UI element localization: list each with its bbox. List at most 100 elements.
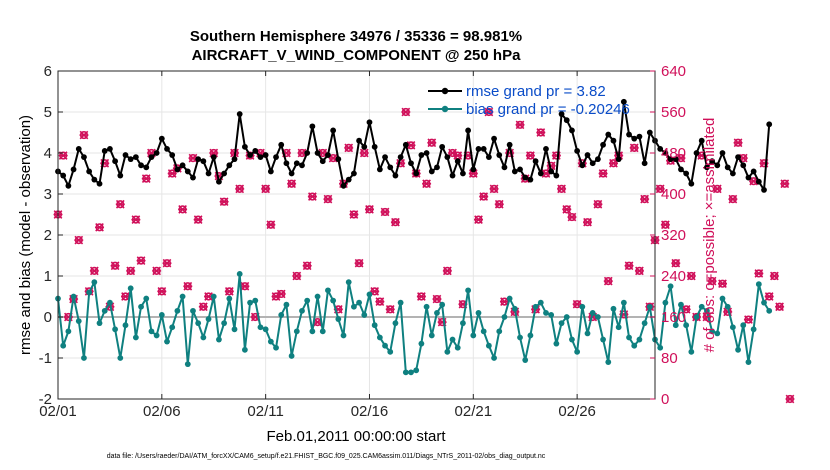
bias-point [620, 299, 627, 306]
legend-rmse-label: rmse grand pr = 3.82 [466, 83, 606, 100]
rmse-point [485, 154, 492, 161]
bias-point [511, 305, 518, 312]
obs-assimilated-marker [209, 148, 219, 158]
rmse-point [683, 170, 690, 177]
bias-point [122, 322, 129, 329]
bias-point [101, 307, 108, 314]
y-tick-label-right: 560 [661, 104, 686, 121]
bias-point [86, 289, 93, 296]
x-tick-label: 02/16 [351, 403, 389, 420]
bias-point [605, 359, 612, 365]
rmse-point [454, 158, 461, 165]
obs-assimilated-marker [473, 215, 483, 224]
obs-assimilated-marker [754, 269, 764, 278]
obs-assimilated-marker [380, 207, 390, 217]
bias-point [351, 303, 357, 310]
bias-point [179, 293, 186, 300]
rmse-point [704, 164, 710, 171]
bias-point [371, 322, 378, 329]
y-tick-label-right: 400 [661, 186, 686, 203]
obs-assimilated-marker [157, 287, 167, 296]
rmse-point [262, 152, 269, 158]
bias-point [65, 328, 72, 335]
rmse-point [148, 154, 155, 161]
rmse-point [553, 172, 560, 179]
y-tick-label-left: 0 [44, 309, 52, 326]
bias-point [366, 291, 373, 298]
y-axis-label-left: rmse and bias (model - observation) [17, 115, 34, 355]
x-tick-label: 02/11 [247, 403, 283, 420]
bias-point [112, 326, 119, 333]
rmse-point [449, 172, 456, 179]
obs-assimilated-marker [728, 194, 738, 204]
obs-assimilated-marker [686, 271, 696, 281]
bias-point [278, 312, 285, 318]
bias-point [683, 322, 690, 329]
rmse-point [496, 152, 503, 158]
bias-point [434, 310, 440, 316]
rmse-point [584, 152, 591, 158]
rmse-point [107, 146, 113, 152]
bias-point [719, 295, 726, 302]
bias-point [750, 326, 757, 333]
rmse-point [278, 141, 285, 148]
rmse-point [81, 154, 87, 161]
x-tick-label: 02/06 [143, 403, 181, 420]
bias-point [693, 314, 700, 320]
bias-point [132, 334, 139, 341]
obs-assimilated-marker [442, 266, 452, 276]
bias-point [418, 340, 425, 347]
bias-point [200, 334, 207, 341]
obs-assimilated-marker [375, 297, 385, 306]
obs-assimilated-marker [634, 266, 644, 276]
rmse-point [548, 168, 555, 175]
rmse-point [247, 152, 253, 158]
bias-point [646, 303, 653, 310]
rmse-point [605, 131, 612, 138]
bias-point [236, 271, 243, 277]
bias-point [517, 334, 523, 341]
obs-assimilated-marker [401, 107, 411, 117]
rmse-point [387, 164, 394, 171]
legend-bias-label: bias grand pr = -0.20246 [466, 101, 630, 118]
obs-assimilated-marker [162, 258, 172, 268]
rmse-point [434, 164, 440, 171]
bias-point [75, 318, 82, 324]
bias-point [169, 324, 176, 331]
y-tick-label-right: 80 [661, 350, 678, 367]
data-file-footnote: data file: /Users/raeder/DAI/ATM_forcXX/… [107, 453, 546, 460]
bias-point [678, 301, 684, 308]
bias-point [184, 361, 191, 368]
obs-assimilated-marker [733, 138, 743, 148]
rmse-point [465, 127, 472, 134]
obs-assimilated-marker [364, 205, 374, 214]
bias-point [299, 307, 305, 314]
obs-assimilated-marker [583, 217, 593, 227]
bias-point [527, 332, 534, 339]
bias-point [288, 353, 295, 359]
bias-point [657, 344, 664, 351]
rmse-point [231, 156, 238, 163]
bias-point [216, 336, 222, 343]
bias-point [117, 355, 124, 361]
rmse-point [397, 154, 404, 161]
chart-title: Southern Hemisphere 34976 / 35336 = 98.9… [190, 28, 522, 45]
bias-point [428, 332, 435, 339]
obs-assimilated-marker [115, 199, 125, 209]
obs-assimilated-marker [712, 184, 722, 194]
legend-bias-marker [441, 105, 449, 113]
rmse-point [428, 168, 435, 175]
rmse-point [143, 164, 150, 171]
bias-point [579, 303, 586, 310]
bias-point [413, 367, 420, 374]
rmse-point [273, 154, 279, 161]
obs-assimilated-marker [422, 179, 432, 189]
bias-point [143, 295, 150, 302]
bias-point [610, 305, 617, 312]
obs-assimilated-marker [261, 184, 271, 194]
bias-point [485, 342, 492, 349]
rmse-point [750, 168, 757, 175]
rmse-point [693, 150, 700, 156]
obs-assimilated-marker [302, 261, 312, 271]
bias-point [522, 357, 529, 363]
